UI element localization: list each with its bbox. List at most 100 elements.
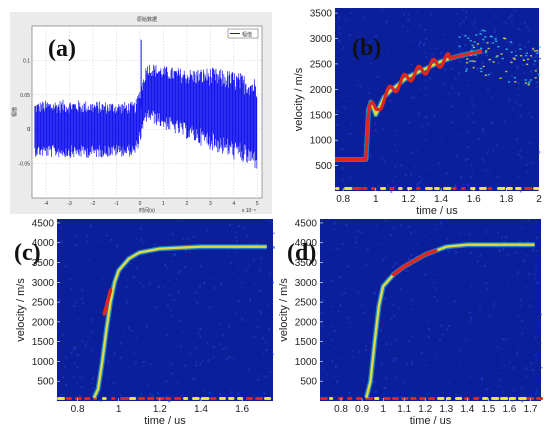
noise-speck — [540, 367, 543, 369]
noise-speck — [385, 322, 388, 323]
noise-speck — [84, 344, 87, 347]
noise-speck — [526, 329, 529, 331]
noise-speck — [157, 354, 160, 356]
noise-speck — [410, 254, 413, 257]
noise-speck — [511, 400, 514, 402]
x-tick-label: 1.6 — [235, 404, 249, 415]
noise-speck — [508, 99, 511, 102]
noise-speck — [64, 356, 67, 359]
cloud-speck — [532, 48, 535, 50]
noise-speck — [451, 86, 454, 90]
noise-speck — [273, 246, 275, 249]
noise-speck — [521, 319, 524, 322]
noise-speck — [145, 325, 148, 328]
noise-speck — [490, 121, 493, 124]
noise-speck — [502, 353, 505, 355]
cloud-speck — [480, 70, 483, 73]
noise-speck — [90, 382, 93, 385]
noise-speck — [394, 262, 397, 265]
noise-speck — [468, 233, 471, 236]
noise-speck — [470, 176, 472, 179]
noise-speck — [416, 243, 419, 245]
cloud-speck — [461, 34, 464, 36]
noise-speck — [499, 378, 502, 381]
cloud-speck — [486, 42, 489, 44]
noise-speck — [345, 223, 348, 227]
ridge-hot — [102, 288, 113, 316]
noise-speck — [441, 334, 444, 336]
cloud-speck — [484, 74, 487, 76]
noise-speck — [336, 247, 339, 251]
noise-speck — [171, 372, 174, 376]
noise-speck — [182, 237, 185, 240]
noise-speck — [228, 325, 231, 328]
y-tick-label: 0 — [27, 127, 30, 133]
noise-speck — [387, 60, 390, 62]
noise-speck — [74, 346, 77, 350]
noise-speck — [78, 375, 81, 378]
noise-speck — [268, 234, 271, 236]
noise-speck — [363, 143, 366, 146]
noise-speck — [425, 56, 428, 58]
cloud-speck — [458, 45, 461, 47]
noise-speck — [493, 39, 496, 42]
baseline-blob — [75, 397, 83, 400]
noise-speck — [187, 238, 190, 241]
cloud-speck — [480, 67, 483, 70]
noise-speck — [73, 361, 76, 364]
cloud-speck — [522, 59, 526, 61]
noise-speck — [106, 234, 108, 237]
noise-speck — [470, 285, 473, 287]
noise-speck — [459, 362, 462, 364]
noise-speck — [527, 40, 530, 43]
noise-speck — [381, 128, 384, 131]
noise-speck — [88, 260, 91, 262]
noise-speck — [433, 114, 436, 117]
noise-speck — [386, 183, 389, 187]
noise-speck — [141, 365, 144, 367]
cloud-speck — [487, 47, 490, 50]
noise-speck — [476, 68, 479, 71]
x-axis-label: time / us — [410, 415, 452, 427]
noise-speck — [208, 392, 211, 395]
noise-speck — [148, 282, 151, 285]
noise-speck — [168, 293, 171, 296]
noise-speck — [176, 382, 179, 384]
noise-speck — [87, 337, 90, 339]
y-tick-label: 4500 — [295, 218, 318, 229]
noise-speck — [258, 309, 261, 312]
noise-speck — [434, 288, 437, 290]
noise-speck — [430, 13, 433, 16]
noise-speck — [514, 49, 517, 53]
noise-speck — [180, 394, 183, 396]
noise-speck — [140, 238, 143, 242]
noise-speck — [166, 304, 169, 307]
y-axis-label: velocity / m/s — [278, 278, 290, 342]
baseline-blob — [497, 187, 506, 190]
noise-speck — [342, 46, 345, 50]
ridge-hot — [391, 248, 438, 277]
noise-speck — [520, 149, 523, 152]
noise-speck — [492, 304, 495, 307]
noise-speck — [460, 135, 463, 137]
noise-speck — [348, 33, 351, 36]
baseline-blob — [362, 187, 368, 190]
noise-speck — [538, 150, 541, 154]
cloud-speck — [525, 55, 528, 57]
noise-speck — [496, 346, 499, 348]
y-tick-label: 2000 — [310, 85, 333, 96]
noise-speck — [227, 356, 230, 359]
noise-speck — [175, 279, 178, 280]
noise-speck — [137, 311, 139, 313]
noise-speck — [157, 391, 160, 395]
noise-speck — [481, 157, 484, 160]
noise-speck — [424, 273, 427, 276]
noise-speck — [413, 96, 416, 98]
noise-speck — [337, 310, 340, 313]
noise-speck — [415, 150, 418, 152]
baseline-blob — [120, 397, 129, 400]
noise-speck — [331, 339, 334, 341]
noise-speck — [376, 75, 379, 78]
cloud-speck — [476, 43, 480, 45]
noise-speck — [448, 325, 450, 327]
